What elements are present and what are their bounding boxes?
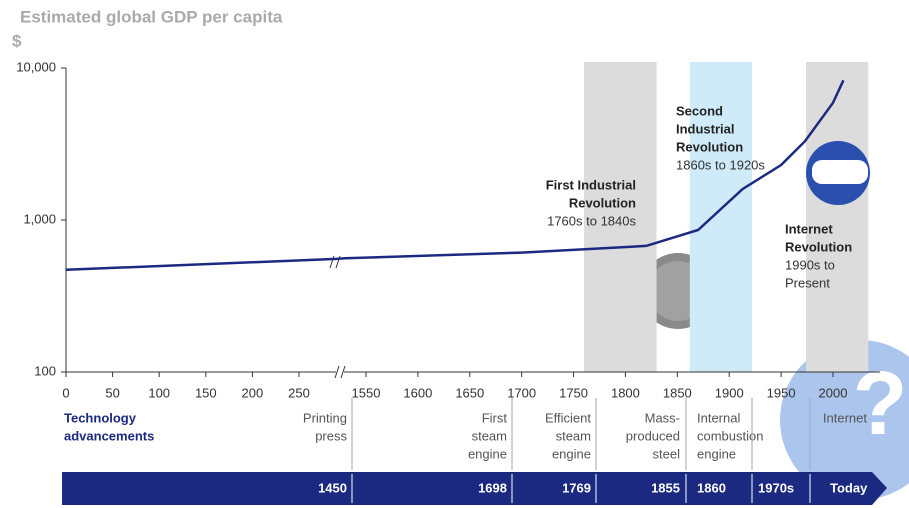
technology-name: engine [697, 446, 736, 461]
period-band [806, 62, 868, 372]
timeline-year: 1698 [478, 480, 507, 495]
timeline-year: 1855 [651, 480, 680, 495]
annotation-title: First Industrial [546, 177, 636, 192]
annotation-title: Industrial [676, 121, 735, 136]
technology-name: produced [626, 428, 680, 443]
chart-title: Estimated global GDP per capita [20, 7, 283, 26]
x-tick-label: 1650 [455, 385, 484, 400]
technology-name: Internet [823, 410, 867, 425]
x-tick-label: 0 [62, 385, 69, 400]
technology-name: steel [653, 446, 681, 461]
x-tick-label: 1600 [403, 385, 432, 400]
x-tick-label: 1850 [663, 385, 692, 400]
x-tick-label: 1900 [715, 385, 744, 400]
timeline-year: 1450 [318, 480, 347, 495]
timeline-year: Today [830, 480, 868, 495]
timeline-year: 1970s [758, 480, 794, 495]
http-icon-bar [812, 160, 868, 184]
y-tick-label: 10,000 [16, 59, 56, 74]
technology-name: combustion [697, 428, 763, 443]
annotation-period: Present [785, 275, 830, 290]
x-tick-label: 1800 [611, 385, 640, 400]
technology-name: Mass- [645, 410, 680, 425]
x-tick-label: 50 [105, 385, 119, 400]
technology-name: Printing [303, 410, 347, 425]
annotation-title: Second [676, 103, 723, 118]
x-tick-label: 2000 [819, 385, 848, 400]
x-tick-label: 250 [288, 385, 310, 400]
technology-name: press [315, 428, 347, 443]
timeline-year: 1860 [697, 480, 726, 495]
annotation-title: Revolution [676, 139, 743, 154]
x-tick-label: 100 [148, 385, 170, 400]
x-tick-label: 1550 [352, 385, 381, 400]
x-tick-label: 150 [195, 385, 217, 400]
timeline-label: Technology [64, 410, 137, 425]
chart: ? Estimated global GDP per capita $ 1001… [0, 0, 909, 508]
technology-name: Internal [697, 410, 740, 425]
timeline-year: 1769 [562, 480, 591, 495]
technology-name: engine [552, 446, 591, 461]
annotation-period: 1760s to 1840s [547, 213, 636, 228]
y-tick-label: 1,000 [23, 211, 56, 226]
x-tick-label: 1950 [767, 385, 796, 400]
timeline-label: advancements [64, 428, 154, 443]
technology-name: First [482, 410, 508, 425]
annotation-title: Internet [785, 221, 833, 236]
technology-name: steam [556, 428, 591, 443]
annotation-title: Revolution [569, 195, 636, 210]
chart-subtitle: $ [12, 31, 22, 50]
technology-name: steam [472, 428, 507, 443]
technology-name: Efficient [545, 410, 591, 425]
annotation-title: Revolution [785, 239, 852, 254]
annotation-period: 1860s to 1920s [676, 157, 765, 172]
y-tick-label: 100 [34, 363, 56, 378]
x-tick-label: 200 [242, 385, 264, 400]
technology-name: engine [468, 446, 507, 461]
x-tick-label: 1750 [559, 385, 588, 400]
annotation-period: 1990s to [785, 257, 835, 272]
